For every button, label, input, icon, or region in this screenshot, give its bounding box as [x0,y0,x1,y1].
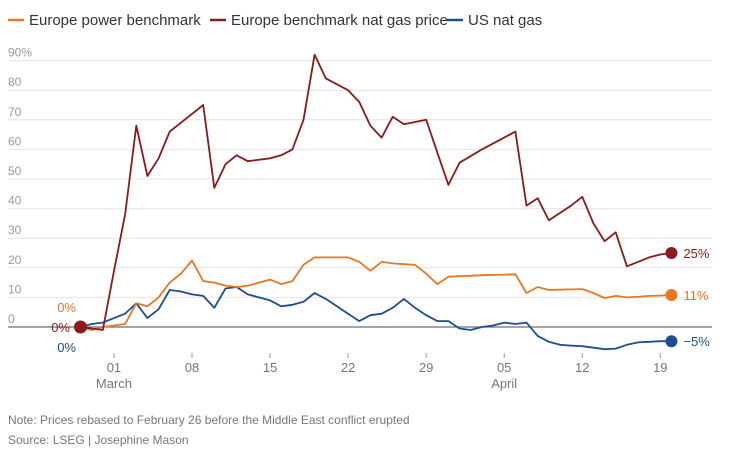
x-tick-label: 12 [575,360,589,375]
start-value-label-us-nat-gas: 0% [57,340,76,355]
chart-source: Source: LSEG | Josephine Mason [8,433,189,447]
x-tick-label: 05 [497,360,511,375]
x-tick-label: 29 [419,360,433,375]
x-tick-label: 19 [653,360,667,375]
start-value-label-europe-power-benchmark: 0% [57,300,76,315]
y-tick-label: 40 [8,194,22,208]
end-point-marker-europe-benchmark-nat-gas-price [665,247,678,259]
series-line-europe-power-benchmark [79,256,673,331]
y-tick-label: 90% [8,46,32,60]
y-tick-label: 60 [8,134,22,148]
x-tick-label: 01 [107,360,121,375]
chart-note: Note: Prices rebased to February 26 befo… [8,413,410,427]
y-tick-label: 20 [8,253,22,267]
series-markers [74,247,678,348]
y-tick-label: 50 [8,164,22,178]
x-month-label: March [96,376,132,391]
start-value-label-europe-benchmark-nat-gas-price: 0% [51,320,70,335]
x-tick-label: 08 [185,360,199,375]
y-tick-label: 80 [8,75,22,89]
series-line-europe-benchmark-nat-gas-price [79,53,673,331]
x-axis-ticks: 01 08 15 22 29 05 12 19 March April [96,353,668,391]
end-point-marker-us-nat-gas [665,335,678,348]
legend-label-us-nat-gas: US nat gas [468,12,542,29]
legend-label-europe-power-benchmark: Europe power benchmark [29,12,201,29]
y-tick-label: 10 [8,282,22,296]
end-value-label-us-nat-gas: −5% [683,334,710,349]
series-lines [79,53,673,351]
end-point-marker-europe-power-benchmark [665,289,678,302]
end-value-label-europe-benchmark-nat-gas-price: 25% [683,246,709,261]
legend-label-europe-benchmark-nat-gas-price: Europe benchmark nat gas price [231,12,448,29]
end-value-label-europe-power-benchmark: 11% [683,288,708,303]
grid [8,60,712,328]
y-tick-label: 30 [8,223,22,237]
y-axis-ticks: 0 10 20 30 40 50 60 70 80 90% [8,46,32,326]
series-labels: 11% 0% 25% 0% −5% 0% [51,246,710,355]
x-tick-label: 22 [341,360,355,375]
x-month-label: April [491,376,517,391]
legend: Europe power benchmark Europe benchmark n… [8,12,542,29]
start-point-marker [74,320,87,334]
series-line-us-nat-gas [79,286,673,351]
y-tick-label: 70 [8,105,22,119]
y-tick-label: 0 [8,312,15,326]
x-tick-label: 15 [263,360,277,375]
